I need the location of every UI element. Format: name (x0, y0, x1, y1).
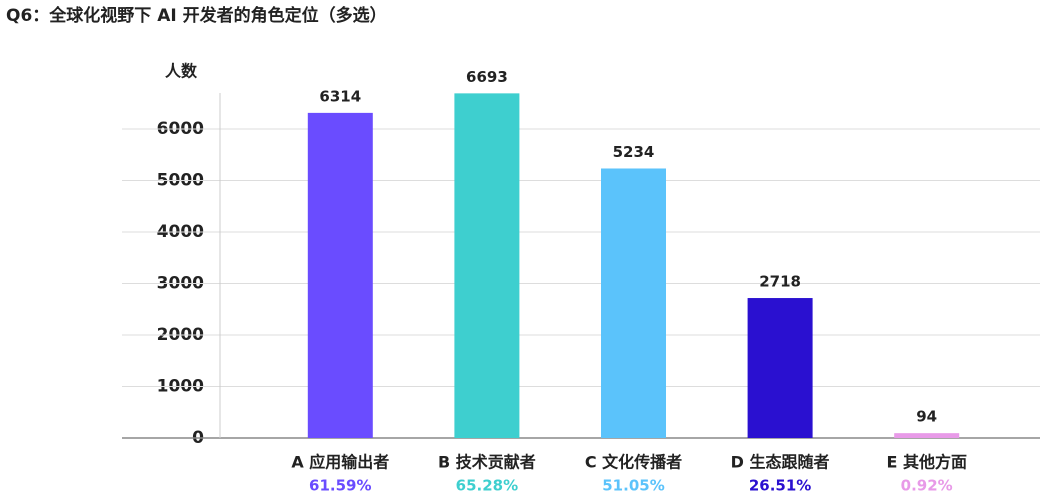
bar (894, 433, 960, 438)
x-tick-label: D 生态跟随者 (731, 453, 830, 472)
x-tick-label: A 应用输出者 (291, 453, 389, 472)
x-tick-label: C 文化传播者 (585, 453, 682, 472)
x-tick-label: B 技术贡献者 (438, 453, 536, 472)
share-label: 61.59% (309, 477, 371, 495)
value-label: 5234 (613, 143, 655, 161)
share-label: 26.51% (749, 477, 811, 495)
y-axis-label: 人数 (165, 62, 198, 81)
share-label: 0.92% (901, 477, 953, 495)
value-label: 6314 (319, 87, 361, 105)
value-label: 2718 (759, 273, 801, 291)
bar (307, 112, 373, 438)
bar (454, 93, 520, 439)
value-label: 6693 (466, 68, 508, 86)
x-tick-label: E 其他方面 (886, 453, 967, 472)
bar (601, 168, 666, 439)
chart-title: Q6：全球化视野下 AI 开发者的角色定位（多选） (6, 5, 387, 26)
value-label: 94 (916, 408, 937, 426)
share-label: 65.28% (456, 477, 518, 495)
bar (747, 298, 813, 438)
share-label: 51.05% (602, 477, 664, 495)
